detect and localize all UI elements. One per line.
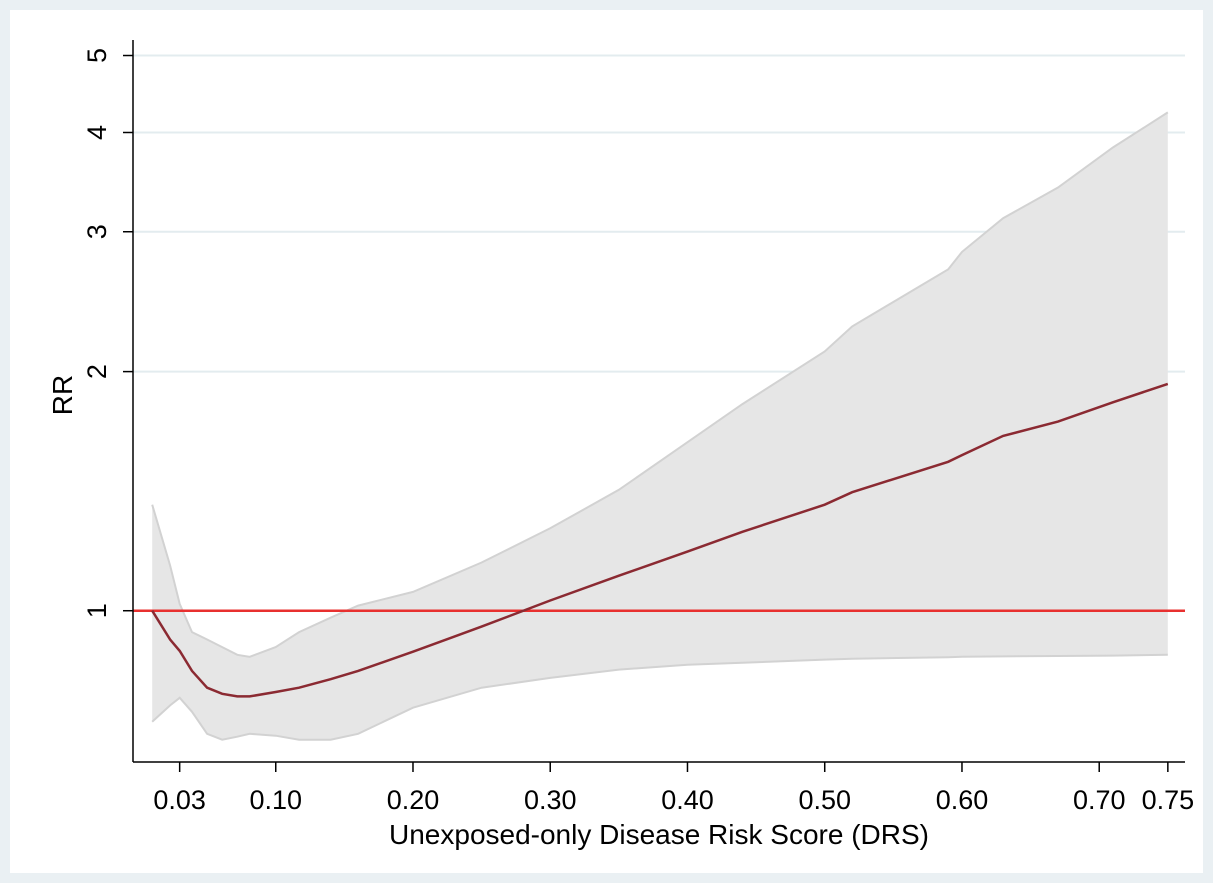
y-tick-label: 5: [82, 48, 112, 63]
band-lower: [151, 653, 1168, 741]
y-tick-label: 2: [82, 364, 112, 379]
x-tick-label: 0.75: [1142, 785, 1195, 815]
x-tick-label: 0.10: [249, 785, 302, 815]
band-upper: [151, 111, 1169, 658]
y-axis-title: RR: [47, 375, 78, 415]
estimate-line: [151, 382, 1169, 698]
y-tick-label: 1: [82, 603, 112, 618]
confidence-band: [152, 112, 1168, 740]
x-tick-label: 0.03: [153, 785, 206, 815]
x-axis-title: Unexposed-only Disease Risk Score (DRS): [389, 819, 929, 850]
y-tick-label: 4: [82, 125, 112, 140]
x-tick-label: 0.70: [1073, 785, 1126, 815]
y-tick-label: 3: [82, 224, 112, 239]
x-tick-label: 0.40: [661, 785, 714, 815]
x-tick-label: 0.50: [798, 785, 851, 815]
x-tick-label: 0.60: [936, 785, 989, 815]
x-tick-label: 0.30: [524, 785, 577, 815]
x-tick-label: 0.20: [387, 785, 440, 815]
